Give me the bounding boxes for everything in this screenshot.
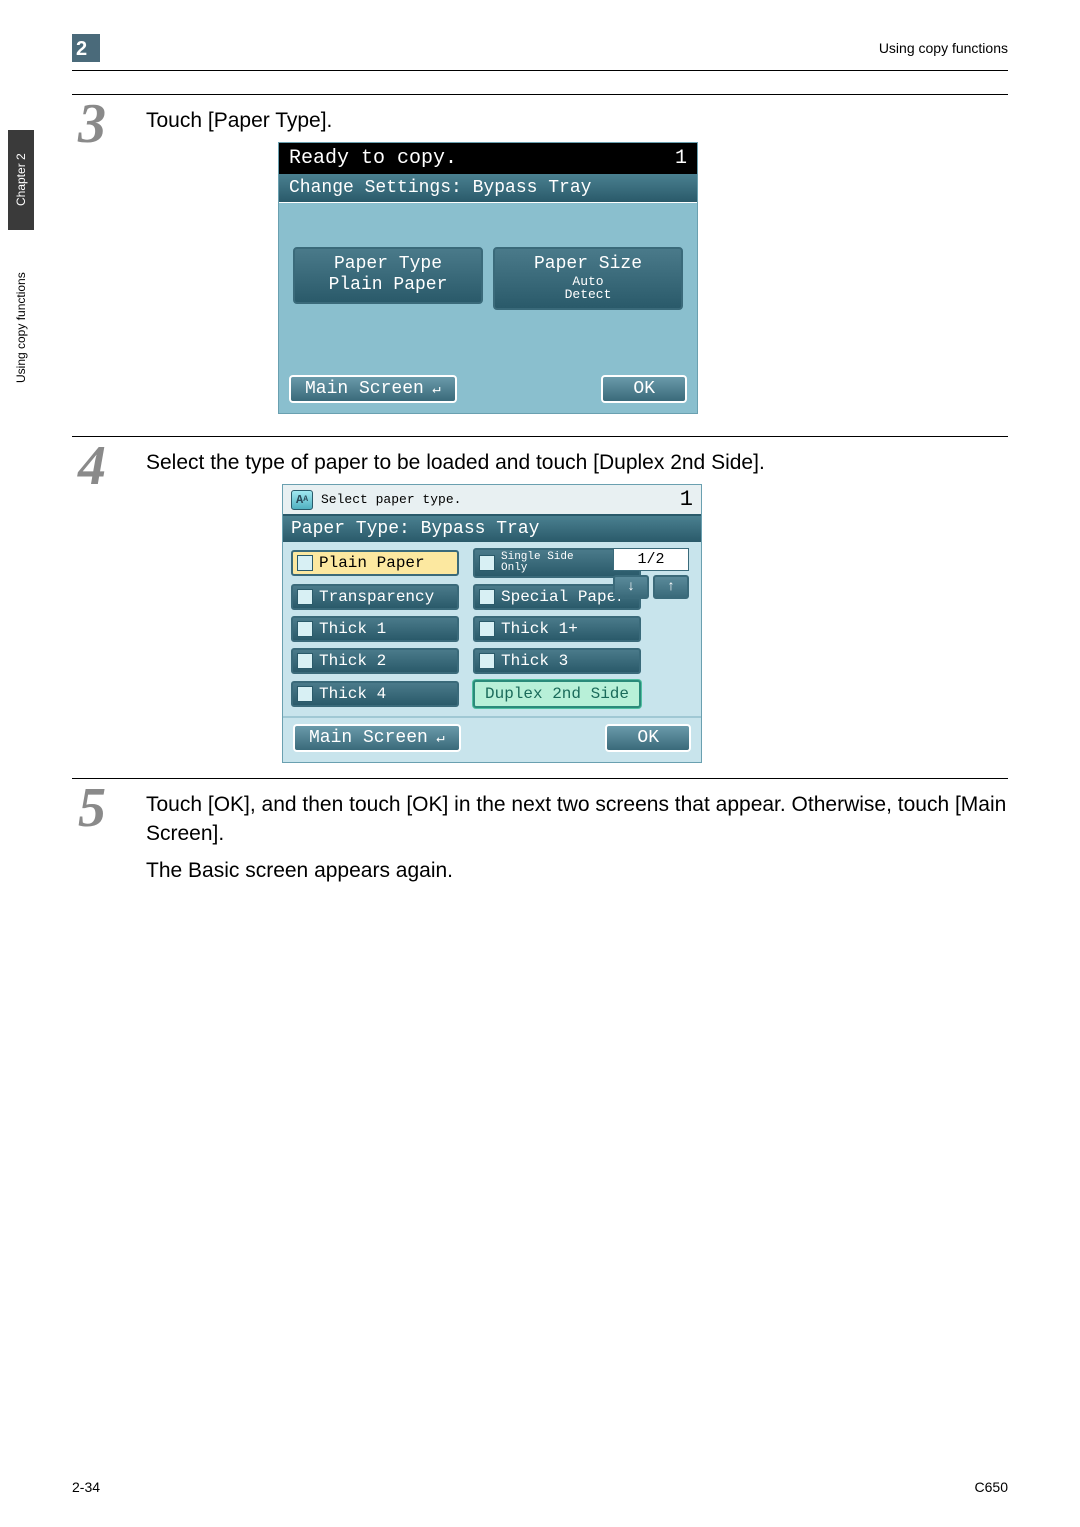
cs1-count: 1 [675,147,687,170]
cs1-status: Ready to copy. [289,147,457,170]
step5-rule [72,778,1008,779]
step3-number: 3 [78,92,106,156]
step4-rule [72,436,1008,437]
step5-text1: Touch [OK], and then touch [OK] in the n… [146,790,1008,849]
opt-duplex-2nd-side[interactable]: Duplex 2nd Side [473,680,641,708]
page-indicator: 1/2 [613,548,689,571]
opt-special-label: Special Paper [501,588,626,606]
cs1-body: Paper Type Plain Paper Paper Size Auto D… [279,203,697,368]
cs1-footer: Main Screen OK [279,368,697,413]
opt-thick1[interactable]: Thick 1 [291,616,459,642]
step5-text2: The Basic screen appears again. [146,856,1008,885]
header-rule [72,70,1008,71]
paper-size-button[interactable]: Paper Size Auto Detect [493,247,683,310]
step4-text: Select the type of paper to be loaded an… [146,448,1008,477]
paper-size-value-1: Auto [495,275,681,288]
opt-thick3-label: Thick 3 [501,652,568,670]
opt-thick1-label: Thick 1 [319,620,386,638]
side-tab-chapter: Chapter 2 [8,130,34,230]
cs2-footer: Main Screen OK [283,716,701,762]
paper-type-value: Plain Paper [295,275,481,296]
opt-plain-paper[interactable]: Plain Paper [291,550,459,576]
ok-button-2[interactable]: OK [605,724,691,752]
step4-number: 4 [78,434,106,498]
opt-transparency[interactable]: Transparency [291,584,459,610]
opt-thick1p[interactable]: Thick 1+ [473,616,641,642]
paper-size-label: Paper Size [495,254,681,275]
opt-thick1p-label: Thick 1+ [501,620,578,638]
paper-size-value-2: Detect [495,288,681,301]
ok-button[interactable]: OK [601,375,687,403]
page-up-button[interactable]: ↑ [653,575,689,599]
footer-model: C650 [975,1479,1008,1495]
opt-thick4-label: Thick 4 [319,685,386,703]
zoom-icon-label: A [296,493,303,507]
page-down-button[interactable]: ↓ [613,575,649,599]
cs2-hint: Select paper type. [321,492,461,507]
step3-rule [72,94,1008,95]
chapter-box: 2 [72,34,100,62]
opt-plain-label: Plain Paper [319,554,425,572]
opt-trans-label: Transparency [319,588,434,606]
cs2-subtitle: Paper Type: Bypass Tray [283,516,701,542]
cs2-count: 1 [680,487,693,512]
copier-screen-2: AA Select paper type. 1 Paper Type: Bypa… [282,484,702,763]
cs1-status-bar: Ready to copy. 1 [279,143,697,174]
step5-number: 5 [78,776,106,840]
opt-thick2-label: Thick 2 [319,652,386,670]
cs2-title-bar: AA Select paper type. 1 [283,485,701,516]
paper-type-label: Paper Type [295,254,481,275]
main-screen-button[interactable]: Main Screen [289,375,457,403]
main-screen-button-2[interactable]: Main Screen [293,724,461,752]
step3-text: Touch [Paper Type]. [146,106,332,135]
cs2-body: Plain Paper Single SideOnly Transparency… [283,542,701,716]
paper-type-button[interactable]: Paper Type Plain Paper [293,247,483,304]
zoom-icon[interactable]: AA [291,490,313,510]
opt-thick4[interactable]: Thick 4 [291,681,459,707]
footer-page-number: 2-34 [72,1479,100,1495]
header-title: Using copy functions [879,40,1008,56]
opt-thick2[interactable]: Thick 2 [291,648,459,674]
side-tab-section: Using copy functions [8,238,34,418]
opt-single-l2: Only [501,563,574,574]
opt-thick3[interactable]: Thick 3 [473,648,641,674]
page-nav: 1/2 ↓ ↑ [613,548,689,599]
copier-screen-1: Ready to copy. 1 Change Settings: Bypass… [278,142,698,414]
cs1-subtitle: Change Settings: Bypass Tray [279,174,697,203]
